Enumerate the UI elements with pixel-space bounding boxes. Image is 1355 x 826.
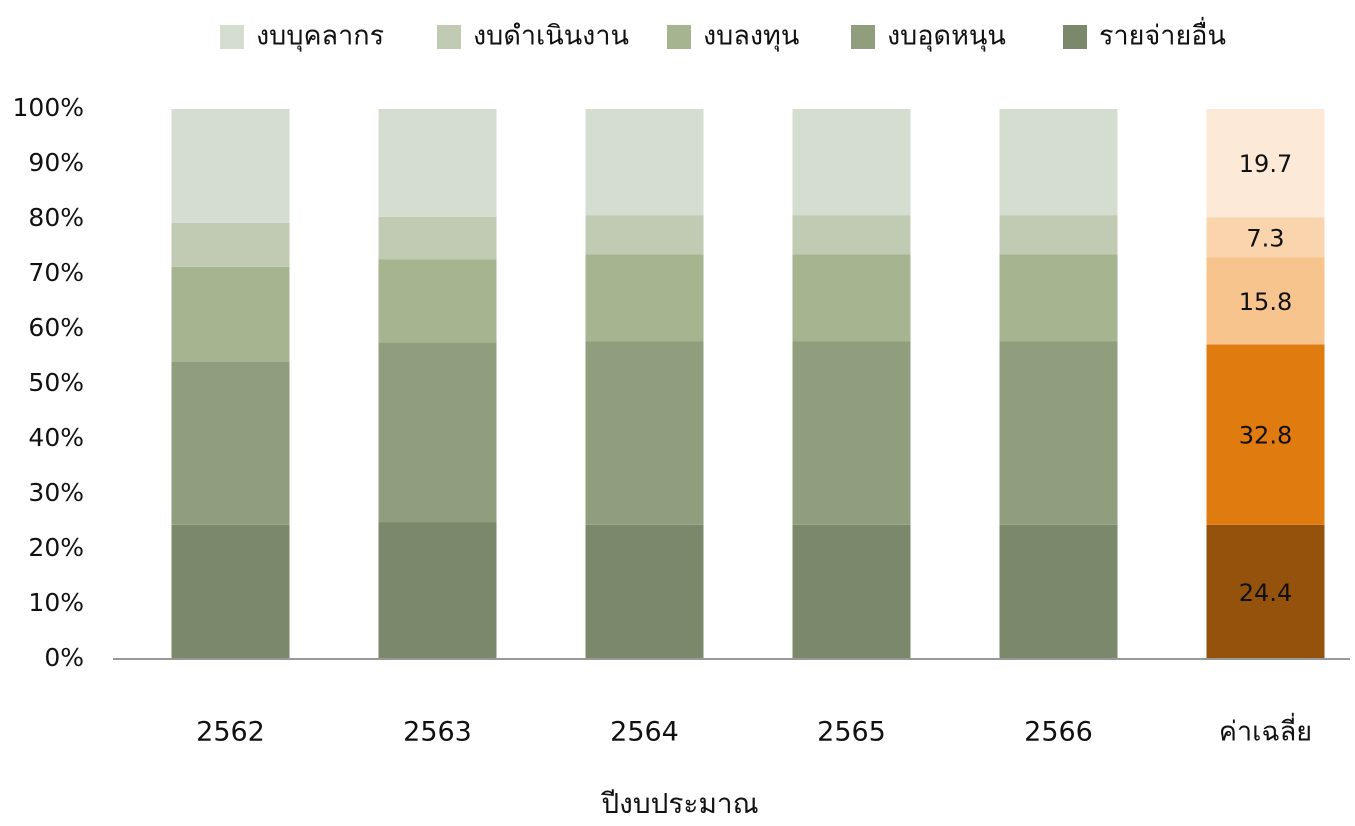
x-tick-label: 2562 — [196, 717, 265, 748]
bar-segment — [171, 362, 290, 525]
bar-segment — [378, 259, 497, 343]
bar-segment — [585, 254, 704, 342]
x-tick-label: 2563 — [403, 717, 472, 748]
bar-segment — [171, 266, 290, 362]
y-tick-label: 0% — [44, 643, 84, 672]
legend-label: งบบุคลากร — [256, 21, 384, 53]
bar-segment — [1206, 109, 1325, 218]
legend-swatch — [1063, 25, 1087, 49]
legend-label: งบลงทุน — [703, 21, 799, 53]
y-tick-label: 60% — [28, 313, 84, 342]
x-tick-label: 2566 — [1024, 717, 1093, 748]
bar-segment — [171, 109, 290, 223]
data-label: 19.7 — [1239, 150, 1292, 178]
y-tick-label: 50% — [28, 368, 84, 397]
y-tick-label: 30% — [28, 478, 84, 507]
y-tick-label: 80% — [28, 203, 84, 232]
bar-segment — [792, 524, 911, 659]
bar-segment — [1206, 257, 1325, 345]
bar-segment — [378, 109, 497, 217]
bar-segment — [999, 215, 1118, 255]
legend-label: งบดำเนินงาน — [473, 21, 629, 52]
data-label: 15.8 — [1239, 288, 1292, 316]
data-label: 32.8 — [1239, 422, 1292, 450]
bar-segment — [999, 254, 1118, 342]
x-tick-label: 2565 — [817, 717, 886, 748]
x-axis-title: ปีงบประมาณ — [600, 787, 758, 820]
data-label: 24.4 — [1239, 579, 1292, 607]
data-label: 7.3 — [1246, 224, 1284, 252]
bar-segment — [585, 341, 704, 525]
bar-segment — [999, 109, 1118, 216]
legend-swatch — [851, 25, 875, 49]
legend-label: รายจ่ายอื่น — [1099, 17, 1226, 52]
y-tick-label: 100% — [13, 93, 84, 122]
y-tick-label: 20% — [28, 533, 84, 562]
legend-swatch — [437, 25, 461, 49]
bar-segment — [585, 215, 704, 255]
legend-swatch — [220, 25, 244, 49]
y-tick-label: 90% — [28, 148, 84, 177]
legend-swatch — [667, 25, 691, 49]
bar-segment — [585, 109, 704, 216]
bar-segment — [999, 341, 1118, 525]
y-tick-label: 10% — [28, 588, 84, 617]
bar-segment — [378, 522, 497, 659]
x-tick-label: 2564 — [610, 717, 679, 748]
y-tick-label: 40% — [28, 423, 84, 452]
bar-segment — [171, 222, 290, 267]
bar-segment — [585, 524, 704, 659]
bar-segment — [171, 524, 290, 659]
bar-segment — [378, 342, 497, 523]
bar-segment — [792, 341, 911, 525]
bar-segment — [999, 524, 1118, 659]
bar-segment — [1206, 524, 1325, 659]
x-tick-label: ค่าเฉลี่ย — [1219, 713, 1312, 748]
bar-segment — [792, 109, 911, 216]
bar-segment — [792, 215, 911, 255]
bar-segment — [378, 216, 497, 260]
bar-segment — [1206, 217, 1325, 258]
y-tick-label: 70% — [28, 258, 84, 287]
bar-segment — [1206, 344, 1325, 525]
bar-segment — [792, 254, 911, 342]
legend-label: งบอุดหนุน — [887, 21, 1006, 53]
